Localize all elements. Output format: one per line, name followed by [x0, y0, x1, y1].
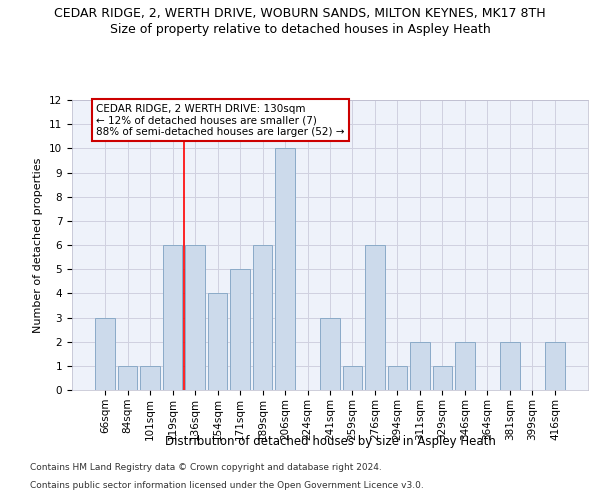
Text: CEDAR RIDGE, 2, WERTH DRIVE, WOBURN SANDS, MILTON KEYNES, MK17 8TH: CEDAR RIDGE, 2, WERTH DRIVE, WOBURN SAND… [54, 8, 546, 20]
Bar [433, 366, 452, 390]
Bar [545, 342, 565, 390]
Text: Contains HM Land Registry data © Crown copyright and database right 2024.: Contains HM Land Registry data © Crown c… [30, 464, 382, 472]
Text: Distribution of detached houses by size in Aspley Heath: Distribution of detached houses by size … [164, 435, 496, 448]
Bar [185, 245, 205, 390]
Bar [95, 318, 115, 390]
Bar [208, 294, 227, 390]
Bar [410, 342, 430, 390]
Bar [500, 342, 520, 390]
Bar [230, 269, 250, 390]
Text: Contains public sector information licensed under the Open Government Licence v3: Contains public sector information licen… [30, 481, 424, 490]
Bar [320, 318, 340, 390]
Bar [455, 342, 475, 390]
Bar [140, 366, 160, 390]
Bar [388, 366, 407, 390]
Bar [118, 366, 137, 390]
Bar [163, 245, 182, 390]
Text: Size of property relative to detached houses in Aspley Heath: Size of property relative to detached ho… [110, 22, 490, 36]
Text: CEDAR RIDGE, 2 WERTH DRIVE: 130sqm
← 12% of detached houses are smaller (7)
88% : CEDAR RIDGE, 2 WERTH DRIVE: 130sqm ← 12%… [96, 104, 344, 137]
Y-axis label: Number of detached properties: Number of detached properties [34, 158, 43, 332]
Bar [343, 366, 362, 390]
Bar [365, 245, 385, 390]
Bar [275, 148, 295, 390]
Bar [253, 245, 272, 390]
